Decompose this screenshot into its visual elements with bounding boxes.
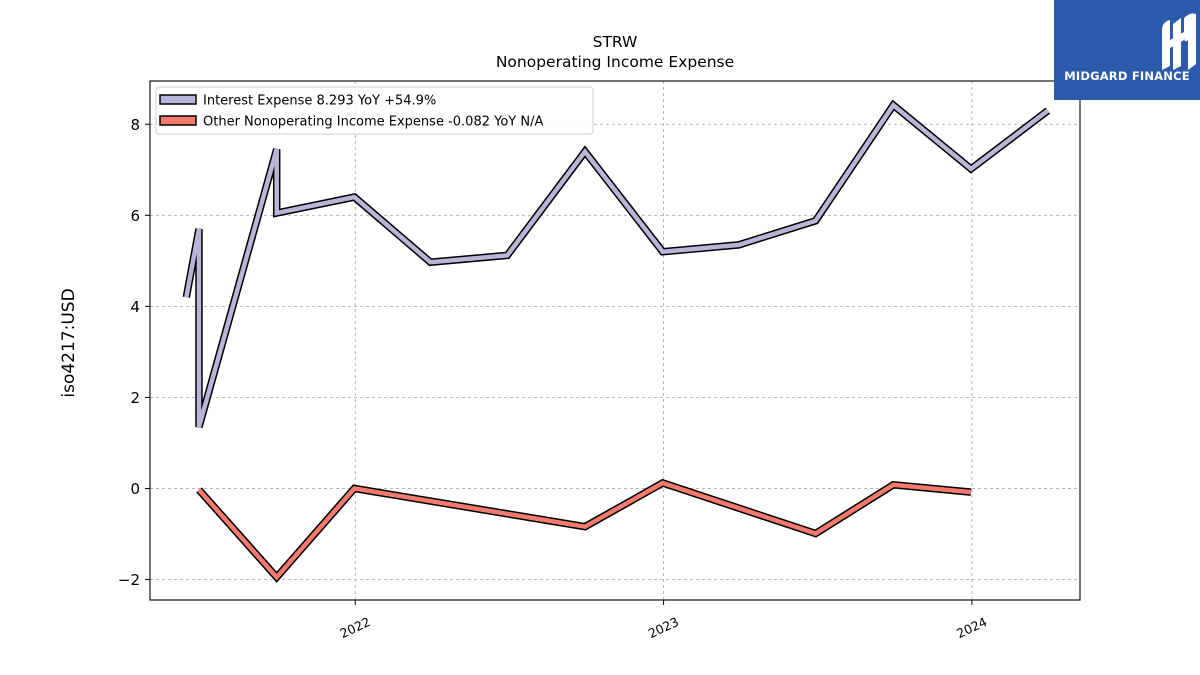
brand-logo: MIDGARD FINANCE [1054,0,1200,100]
grid-lines [150,81,1080,600]
x-tick-label: 2024 [954,614,989,641]
y-tick-label: 6 [130,207,140,225]
series-outline-interest-expense [182,99,1051,429]
legend-label-other-nonoperating: Other Nonoperating Income Expense -0.082… [203,115,543,130]
y-axis-label: iso4217:USD [59,288,79,397]
chart-subtitle: Nonoperating Income Expense [496,53,734,71]
chart-title: STRW [593,33,638,51]
y-tick-label: 0 [130,480,140,498]
series-line-other-nonoperating [197,480,972,581]
midgard-logo-icon [1162,13,1196,70]
x-tick-label: 2022 [337,614,372,641]
series-lines [182,99,1051,583]
y-tick-label: 2 [130,389,140,407]
legend-box [155,86,594,135]
y-tick-label: 4 [130,298,140,316]
plot-frame [149,80,1081,601]
y-tick-label: −2 [118,571,140,589]
series-line-interest-expense [184,101,1050,428]
legend-swatch-other-nonoperating [159,115,197,126]
legend-swatch-interest-expense [159,94,197,105]
legend-label-interest-expense: Interest Expense 8.293 YoY +54.9% [203,94,436,109]
legend: Interest Expense 8.293 YoY +54.9% Other … [155,86,594,135]
x-tick-label: 2023 [646,614,681,641]
y-tick-label: 8 [130,116,140,134]
logo-text: MIDGARD FINANCE [1064,69,1190,83]
series-outline-other-nonoperating [196,478,972,583]
